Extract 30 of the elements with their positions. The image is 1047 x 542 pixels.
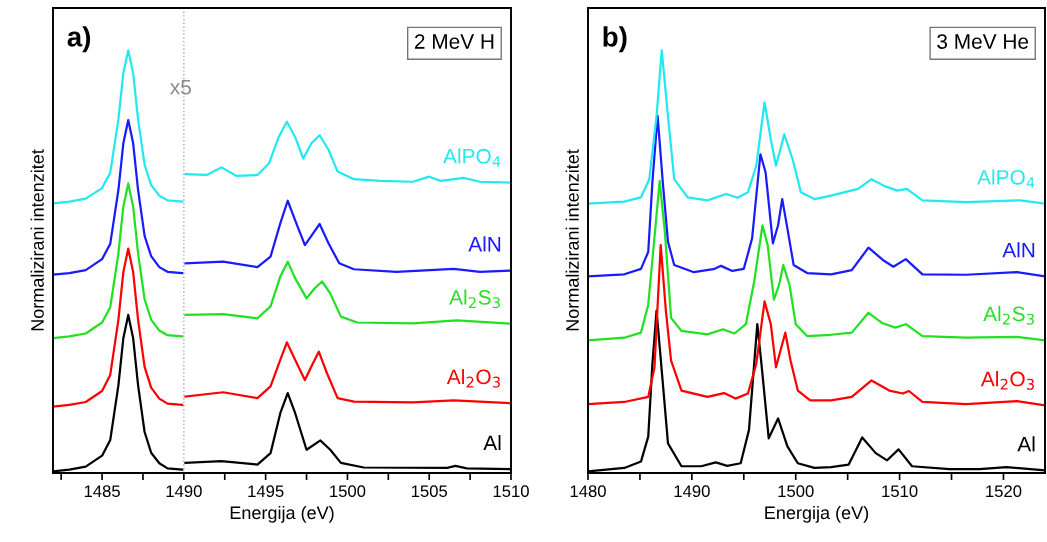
x-tick-label: 1500	[330, 485, 366, 498]
series-label: AlPO$_{4}$	[977, 169, 1035, 188]
x-tick-label: 1510	[882, 485, 918, 498]
x-tick-label: 1520	[986, 485, 1022, 498]
series-label: Al	[1017, 436, 1035, 452]
series-label: Al$_{2}$S$_{3}$	[983, 305, 1034, 325]
x-tick-label: 1500	[778, 485, 814, 498]
x-axis-title: Energija (eV)	[230, 505, 334, 523]
x-tick-label: 1495	[248, 485, 284, 498]
series-label: Al$_{2}$S$_{3}$	[449, 289, 500, 309]
annotation: b)	[603, 26, 627, 53]
x-tick-label: 1505	[411, 485, 448, 498]
series-label: AlN	[1002, 242, 1035, 258]
annotation: a)	[67, 26, 91, 53]
series-label: AlPO$_{4}$	[443, 148, 501, 167]
text: 3 MeV He	[937, 34, 1029, 49]
series-label: Al$_{2}$O$_{3}$	[446, 368, 500, 388]
y-axis-title: Normalizirani intenzitet	[565, 149, 579, 331]
annotation: x5	[170, 80, 191, 95]
x-tick-label: 1510	[493, 485, 529, 498]
x-tick-label: 1490	[674, 485, 710, 498]
x-tick-label: 1490	[166, 485, 202, 498]
series-label: AlN	[468, 236, 501, 252]
x-tick-label: 1485	[84, 485, 120, 498]
y-axis-title: Normalizirani intenzitet	[30, 149, 44, 331]
series-label: Al$_{2}$O$_{3}$	[980, 371, 1034, 390]
x-axis-title: Energija (eV)	[765, 505, 869, 523]
x-tick-label: 1480	[570, 485, 606, 498]
series-label: Al	[483, 434, 501, 451]
text: 2 MeV H	[414, 34, 494, 49]
